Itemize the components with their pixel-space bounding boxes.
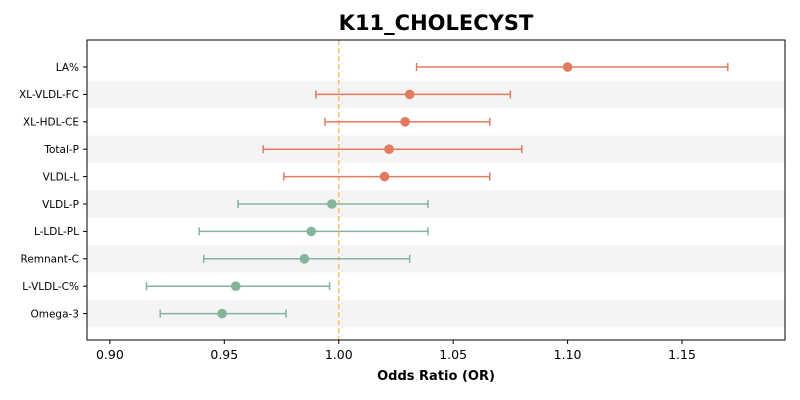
y-tick-label: L-VLDL-C% [22,281,79,293]
y-tick-label: VLDL-P [42,199,79,211]
y-tick-label: Remnant-C [21,254,80,266]
point-estimate [217,308,227,319]
chart-title: K11_CHOLECYST [339,11,534,35]
y-tick-label: VLDL-L [43,171,80,183]
forest-row-xl-hdl-ce [324,117,491,127]
point-estimate [404,89,415,100]
forest-row-remnant-c [202,253,411,264]
row-band [87,190,785,218]
y-tick-label: XL-HDL-CE [23,117,79,129]
point-estimate [299,253,310,264]
row-bands [87,80,785,328]
forest-row-l-ldl-pl [198,226,429,237]
row-band [87,245,785,273]
x-tick-label: 0.95 [210,347,238,362]
x-tick-label: 1.15 [668,347,696,362]
forest-row-l-vldl-c- [145,281,331,292]
forest-row-vldl-l [283,171,491,182]
forest-row-xl-vldl-fc [315,89,512,100]
point-estimate [327,199,337,209]
forest-row-total-p [262,144,523,154]
x-tick-label: 1.05 [439,347,467,362]
y-axis-ticks: LA% XL-VLDL-FC XL-HDL-CE Total-P VLDL-L VLDL-… [19,62,87,320]
forest-row-omega-3 [159,308,287,319]
point-estimate [230,281,241,292]
y-tick-label: XL-VLDL-FC [19,89,79,101]
forest-row-vldl-p [237,199,429,209]
x-tick-label: 0.90 [96,347,124,362]
x-axis-label: Odds Ratio (OR) [377,369,495,384]
y-tick-label: Omega-3 [30,308,79,320]
forest-row-la- [415,62,729,72]
point-estimate [400,117,410,127]
x-tick-label: 1.00 [325,347,353,362]
point-estimate [562,62,573,72]
point-estimate [379,171,390,182]
point-estimate [384,144,394,154]
data-marks [145,62,729,319]
plot-frame [86,39,786,341]
x-tick-label: 1.10 [554,347,582,362]
y-tick-label: Total-P [43,144,79,156]
point-estimate [306,226,317,237]
x-axis-ticks: 0.90 0.95 1.00 1.05 1.10 1.15 [96,340,696,362]
y-tick-label: L-LDL-PL [34,226,79,238]
y-tick-label: LA% [56,62,79,74]
